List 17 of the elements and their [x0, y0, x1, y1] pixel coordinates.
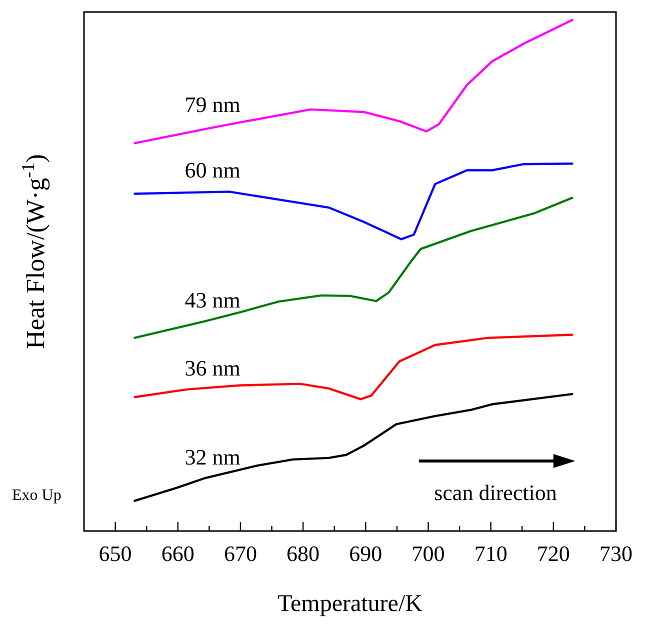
x-tick-label: 690 — [349, 541, 382, 566]
series-label: 43 nm — [184, 287, 240, 312]
series-label: 32 nm — [184, 444, 240, 470]
x-tick-label: 660 — [161, 541, 194, 566]
text: Exo Up — [12, 487, 62, 504]
x-axis-title: Temperature/K — [278, 591, 424, 617]
series-label: 79 nm — [184, 92, 240, 117]
series-label: 60 nm — [184, 158, 240, 183]
x-tick-label: 650 — [98, 541, 132, 566]
series-label: 36 nm — [184, 355, 240, 380]
x-tick-label: 670 — [224, 541, 257, 566]
annotation: scan direction — [434, 480, 557, 505]
x-tick-label: 720 — [536, 541, 570, 566]
x-tick-label: 730 — [600, 541, 632, 566]
x-tick-label: 710 — [474, 541, 508, 566]
x-tick-label: 700 — [412, 541, 445, 566]
x-tick-label: 680 — [286, 541, 320, 566]
